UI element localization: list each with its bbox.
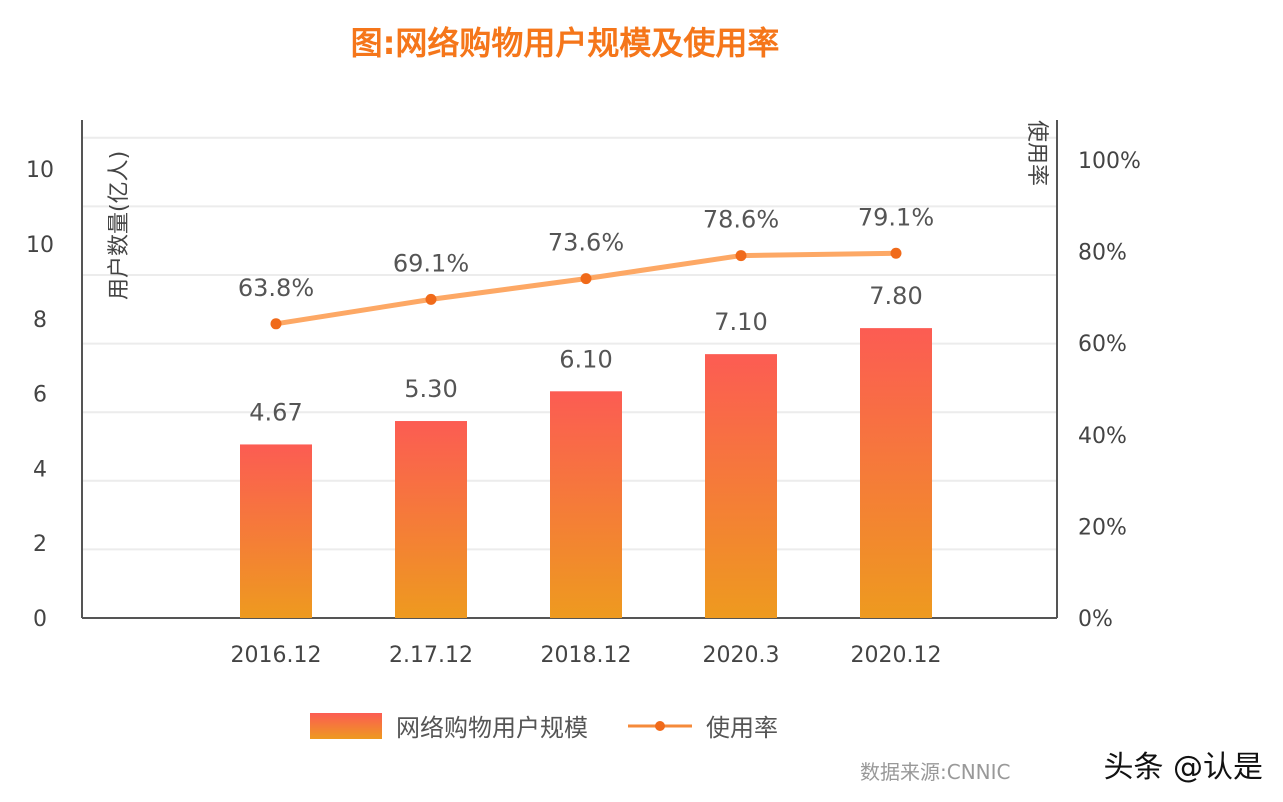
legend-line-swatch	[628, 720, 692, 731]
source-note: 数据来源:CNNIC	[860, 760, 1011, 784]
x-tick-label: 2018.12	[541, 643, 632, 668]
y-left-tick-label: 6	[33, 383, 47, 408]
bar-data-label: 5.30	[404, 375, 457, 403]
line-data-label: 79.1%	[858, 203, 934, 231]
y-left-tick-label: 10	[26, 158, 54, 183]
legend: 网络购物用户规模 使用率	[310, 708, 778, 743]
chart-title: 图:网络购物用户规模及使用率	[350, 24, 780, 62]
y-right-tick-label: 80%	[1078, 241, 1127, 266]
bar	[395, 421, 467, 618]
legend-bar-label: 网络购物用户规模	[396, 714, 588, 742]
x-tick-label: 2.17.12	[389, 643, 473, 668]
bar	[240, 444, 312, 618]
bar	[860, 328, 932, 618]
line-point	[890, 247, 902, 259]
y-left-tick-label: 4	[33, 457, 47, 482]
bar	[705, 354, 777, 618]
line-point	[425, 293, 437, 305]
y-right-tick-label: 20%	[1078, 515, 1127, 540]
bar-data-label: 6.10	[559, 345, 612, 373]
bar-data-label: 7.80	[869, 282, 922, 310]
usage-line	[275, 250, 897, 327]
y-left-tick-label: 0	[33, 607, 47, 632]
y-right-tick-label: 40%	[1078, 424, 1127, 449]
y-right-tick-label: 0%	[1078, 607, 1113, 632]
x-tick-label: 2020.3	[703, 643, 780, 668]
y-left-tick-label: 8	[33, 308, 47, 333]
line-point	[735, 250, 747, 262]
bar-data-label: 4.67	[249, 398, 302, 426]
line-data-label: 69.1%	[393, 249, 469, 277]
y-left-tick-label: 2	[33, 532, 47, 557]
x-tick-label: 2016.12	[231, 643, 322, 668]
y-left-tick-label: 10	[26, 233, 54, 258]
bar	[550, 391, 622, 618]
y-right-axis-title: 使用率	[1024, 120, 1049, 186]
line-point	[580, 273, 592, 285]
line-data-label: 63.8%	[238, 274, 314, 302]
y-right-tick-label: 100%	[1078, 149, 1141, 174]
watermark: 头条 @认是	[1103, 750, 1263, 785]
x-tick-label: 2020.12	[851, 643, 942, 668]
y-left-axis-title: 用户数量(亿人)	[107, 151, 132, 300]
legend-bar-swatch	[310, 712, 382, 739]
y-right-tick-label: 60%	[1078, 332, 1127, 357]
legend-line-label: 使用率	[706, 714, 778, 742]
line-point	[270, 318, 282, 330]
line-data-label: 78.6%	[703, 206, 779, 234]
bar-data-label: 7.10	[714, 308, 767, 336]
line-data-label: 73.6%	[548, 229, 624, 257]
